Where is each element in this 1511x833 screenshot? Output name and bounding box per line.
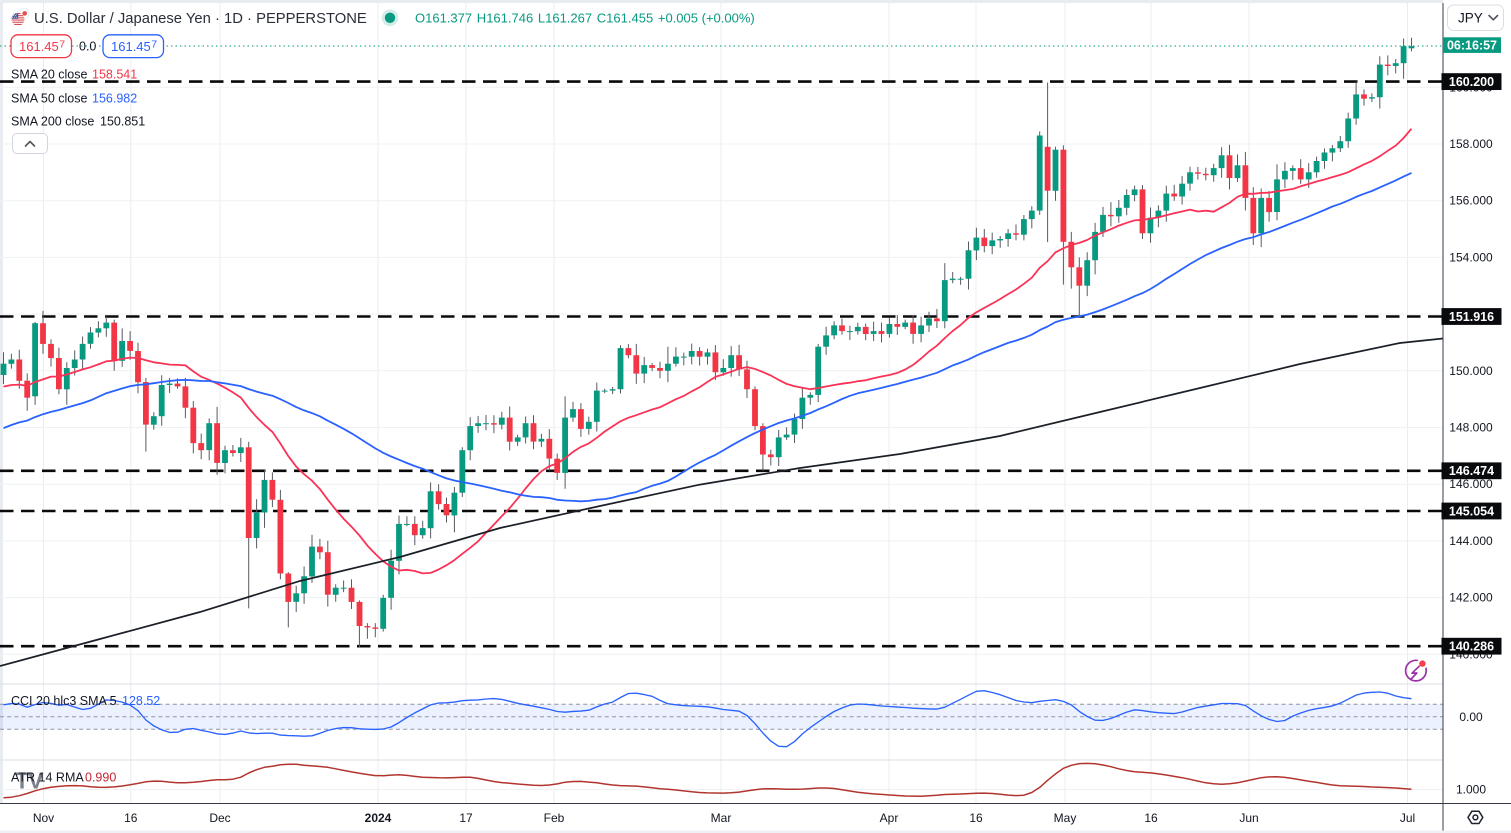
svg-text:Jul: Jul (1400, 811, 1415, 825)
svg-text:158.541: 158.541 (92, 67, 137, 81)
svg-text:SMA 50 close: SMA 50 close (11, 92, 87, 106)
svg-text:TV: TV (15, 768, 44, 794)
svg-text:145.054: 145.054 (1449, 504, 1494, 518)
svg-text:150.000: 150.000 (1449, 364, 1493, 378)
svg-text:0.0: 0.0 (79, 40, 96, 54)
svg-text:16: 16 (124, 811, 138, 825)
svg-text:CCI 20 hlc3 SMA 5: CCI 20 hlc3 SMA 5 (11, 694, 117, 708)
svg-text:154.000: 154.000 (1449, 250, 1493, 264)
svg-text:161.45: 161.45 (111, 39, 151, 54)
svg-text:O161.377 H161.746 L161.267: O161.377 H161.746 L161.267 C161.455 +0.0… (415, 10, 755, 25)
svg-text:0.00: 0.00 (1459, 710, 1483, 724)
svg-text:JPY: JPY (1458, 11, 1483, 26)
svg-text:May: May (1054, 811, 1077, 825)
svg-text:06:16:57: 06:16:57 (1447, 39, 1497, 53)
svg-text:146.000: 146.000 (1449, 477, 1493, 491)
svg-text:161.45: 161.45 (19, 39, 59, 54)
svg-text:Nov: Nov (33, 811, 54, 825)
svg-text:128.52: 128.52 (122, 694, 160, 708)
svg-text:160.200: 160.200 (1449, 75, 1494, 89)
svg-text:144.000: 144.000 (1449, 534, 1493, 548)
svg-text:Jun: Jun (1239, 811, 1258, 825)
svg-text:SMA 20 close: SMA 20 close (11, 67, 87, 81)
svg-text:ATR 14 RMA: ATR 14 RMA (11, 771, 84, 785)
svg-text:156.982: 156.982 (92, 92, 137, 106)
svg-text:142.000: 142.000 (1449, 591, 1493, 605)
svg-text:1.000: 1.000 (1456, 783, 1486, 797)
svg-text:0.990: 0.990 (85, 771, 116, 785)
svg-text:Dec: Dec (209, 811, 230, 825)
svg-text:2024: 2024 (365, 811, 392, 825)
svg-text:SMA 200 close: SMA 200 close (11, 115, 94, 129)
svg-text:151.916: 151.916 (1449, 310, 1494, 324)
svg-text:158.000: 158.000 (1449, 137, 1493, 151)
svg-text:Apr: Apr (880, 811, 899, 825)
svg-text:U.S. Dollar / Japanese Yen · 1: U.S. Dollar / Japanese Yen · 1D · PEPPER… (34, 11, 367, 27)
svg-text:140.286: 140.286 (1449, 640, 1494, 654)
svg-text:17: 17 (459, 811, 473, 825)
svg-text:148.000: 148.000 (1449, 421, 1493, 435)
svg-text:7: 7 (59, 39, 65, 51)
svg-text:150.851: 150.851 (100, 115, 145, 129)
svg-text:16: 16 (969, 811, 983, 825)
svg-text:Mar: Mar (711, 811, 732, 825)
svg-text:Feb: Feb (544, 811, 565, 825)
svg-text:146.474: 146.474 (1449, 464, 1494, 478)
svg-text:156.000: 156.000 (1449, 194, 1493, 208)
svg-text:7: 7 (151, 39, 157, 51)
svg-text:16: 16 (1144, 811, 1158, 825)
